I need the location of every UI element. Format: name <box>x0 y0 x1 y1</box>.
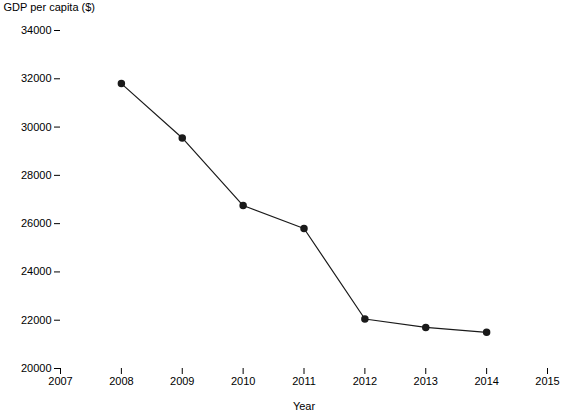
svg-text:26000: 26000 <box>21 217 52 229</box>
svg-text:32000: 32000 <box>21 72 52 84</box>
svg-text:GDP per capita ($): GDP per capita ($) <box>4 1 96 13</box>
svg-text:2012: 2012 <box>353 375 377 387</box>
svg-text:2011: 2011 <box>292 375 316 387</box>
svg-text:28000: 28000 <box>21 169 52 181</box>
svg-text:Year: Year <box>293 400 316 412</box>
svg-text:2015: 2015 <box>535 375 559 387</box>
svg-text:24000: 24000 <box>21 265 52 277</box>
svg-text:2007: 2007 <box>48 375 72 387</box>
svg-text:2014: 2014 <box>474 375 498 387</box>
svg-text:22000: 22000 <box>21 314 52 326</box>
svg-text:30000: 30000 <box>21 121 52 133</box>
svg-text:2010: 2010 <box>231 375 255 387</box>
svg-text:2008: 2008 <box>109 375 133 387</box>
svg-text:2013: 2013 <box>414 375 438 387</box>
svg-text:2009: 2009 <box>170 375 194 387</box>
svg-text:20000: 20000 <box>21 362 52 374</box>
svg-text:34000: 34000 <box>21 24 52 36</box>
